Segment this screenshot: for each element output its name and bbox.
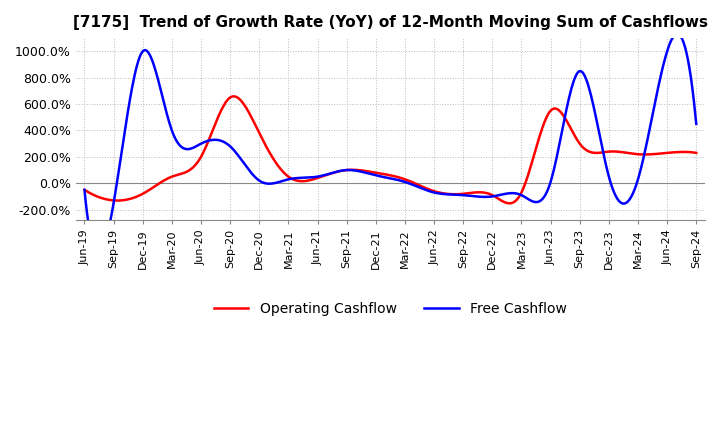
Line: Operating Cashflow: Operating Cashflow: [84, 96, 696, 203]
Operating Cashflow: [376, 171, 384, 176]
Line: Free Cashflow: Free Cashflow: [84, 34, 696, 255]
Free Cashflow: [692, 121, 701, 127]
Free Cashflow: [672, 31, 681, 37]
Legend: Operating Cashflow, Free Cashflow: Operating Cashflow, Free Cashflow: [208, 296, 572, 322]
Free Cashflow: [372, 173, 381, 178]
Operating Cashflow: [80, 187, 89, 192]
Operating Cashflow: [446, 191, 454, 197]
Operating Cashflow: [692, 150, 701, 156]
Free Cashflow: [376, 174, 384, 179]
Operating Cashflow: [680, 149, 688, 154]
Operating Cashflow: [413, 182, 421, 187]
Free Cashflow: [80, 187, 89, 192]
Free Cashflow: [680, 41, 688, 46]
Operating Cashflow: [372, 170, 381, 176]
Free Cashflow: [446, 192, 454, 197]
Operating Cashflow: [230, 94, 238, 99]
Operating Cashflow: [505, 201, 514, 206]
Operating Cashflow: [584, 149, 593, 154]
Free Cashflow: [413, 184, 421, 189]
Free Cashflow: [582, 79, 591, 84]
Free Cashflow: [94, 253, 102, 258]
Title: [7175]  Trend of Growth Rate (YoY) of 12-Month Moving Sum of Cashflows: [7175] Trend of Growth Rate (YoY) of 12-…: [73, 15, 708, 30]
